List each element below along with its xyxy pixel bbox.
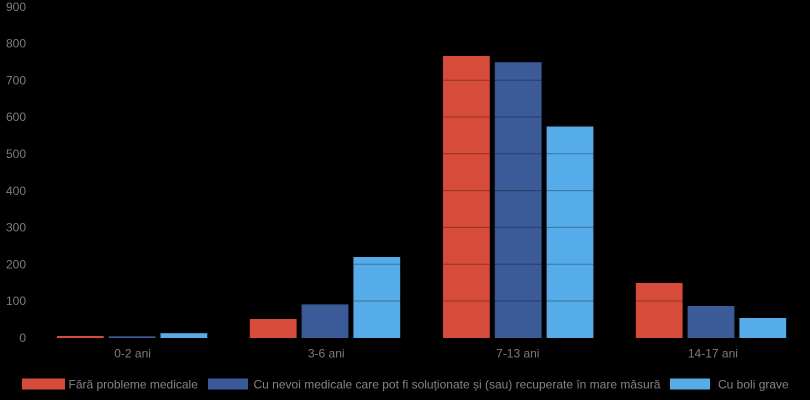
svg-text:500: 500 (6, 147, 26, 161)
svg-text:400: 400 (6, 184, 26, 198)
svg-text:0-2 ani: 0-2 ani (114, 347, 151, 361)
svg-text:Cu nevoi medicale care pot fi: Cu nevoi medicale care pot fi soluționat… (254, 377, 661, 391)
svg-text:3-6 ani: 3-6 ani (308, 347, 345, 361)
svg-text:100: 100 (6, 294, 26, 308)
svg-text:800: 800 (6, 37, 26, 51)
svg-text:600: 600 (6, 110, 26, 124)
svg-text:200: 200 (6, 257, 26, 271)
svg-text:7-13 ani: 7-13 ani (496, 347, 539, 361)
svg-text:Cu boli grave: Cu boli grave (718, 377, 789, 391)
svg-text:14-17 ani: 14-17 ani (688, 347, 738, 361)
svg-text:Fără probleme medicale: Fără probleme medicale (69, 377, 199, 391)
svg-text:0: 0 (19, 331, 26, 345)
svg-text:700: 700 (6, 73, 26, 87)
svg-text:300: 300 (6, 221, 26, 235)
svg-text:900: 900 (6, 0, 26, 14)
